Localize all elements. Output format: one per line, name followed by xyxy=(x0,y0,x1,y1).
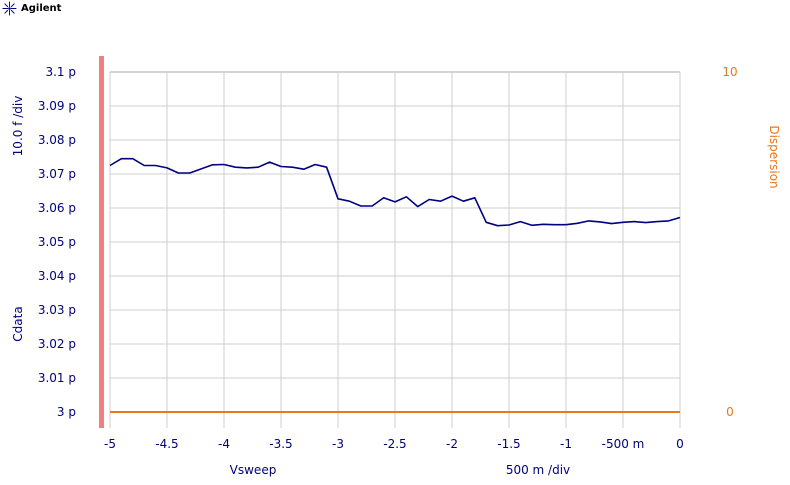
brand-header: Agilent xyxy=(2,1,61,16)
y-tick-labels: 3 p 3.01 p 3.02 p 3.03 p 3.04 p 3.05 p 3.06 p 3… xyxy=(38,65,76,419)
y-tick-label-5: 3.05 p xyxy=(38,235,76,249)
y2-tick-labels: 10 0 xyxy=(722,65,737,419)
agilent-spark-icon xyxy=(2,1,17,16)
y2-axis-label: Dispersion xyxy=(767,125,781,188)
y-scale-label: 10.0 f /div xyxy=(11,96,25,157)
x-tick-labels: -5 -4.5 -4 -3.5 -3 -2.5 -2 -1.5 -1 -500 m 0 xyxy=(104,437,684,451)
y-tick-label-9: 3.09 p xyxy=(38,99,76,113)
grid xyxy=(109,71,681,428)
y-tick-label-10: 3.1 p xyxy=(45,65,76,79)
y-tick-label-7: 3.07 p xyxy=(38,167,76,181)
x-tick-label-1: -4.5 xyxy=(155,437,178,451)
y-tick-label-2: 3.02 p xyxy=(38,337,76,351)
y-tick-label-8: 3.08 p xyxy=(38,133,76,147)
y2-tick-label-1: 0 xyxy=(726,405,734,419)
x-tick-label-4: -3 xyxy=(332,437,344,451)
y-tick-label-6: 3.06 p xyxy=(38,201,76,215)
series-layer xyxy=(109,157,681,413)
y2-tick-label-0: 10 xyxy=(722,65,737,79)
left-axis-bar xyxy=(99,56,104,428)
x-tick-label-3: -3.5 xyxy=(269,437,292,451)
x-tick-label-7: -1.5 xyxy=(497,437,520,451)
x-tick-label-10: 0 xyxy=(676,437,684,451)
y-axis-label: Cdata xyxy=(11,306,25,341)
x-scale-label: 500 m /div xyxy=(506,463,570,477)
x-axis-label: Vsweep xyxy=(230,463,277,477)
x-tick-label-2: -4 xyxy=(218,437,230,451)
x-tick-label-5: -2.5 xyxy=(383,437,406,451)
x-tick-label-6: -2 xyxy=(446,437,458,451)
y-tick-label-3: 3.03 p xyxy=(38,303,76,317)
y-tick-label-0: 3 p xyxy=(57,405,76,419)
y-tick-label-1: 3.01 p xyxy=(38,371,76,385)
x-tick-label-9: -500 m xyxy=(602,437,645,451)
x-tick-label-0: -5 xyxy=(104,437,116,451)
y-tick-label-4: 3.04 p xyxy=(38,269,76,283)
cdata-series-line xyxy=(109,157,681,227)
x-tick-label-8: -1 xyxy=(560,437,572,451)
brand-name: Agilent xyxy=(21,3,62,14)
